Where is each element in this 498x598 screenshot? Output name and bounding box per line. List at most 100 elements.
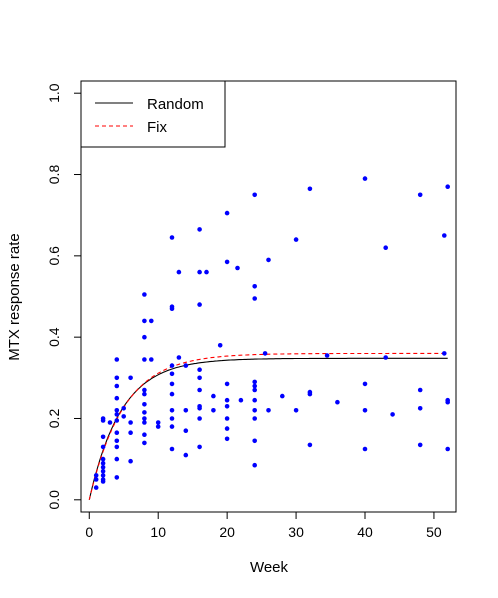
data-point-83 xyxy=(224,404,230,409)
data-point-106 xyxy=(293,237,299,242)
y-tick-label-3: 0.6 xyxy=(46,246,62,266)
data-point-100 xyxy=(252,192,257,198)
data-point-30 xyxy=(128,430,133,436)
data-point-21 xyxy=(114,412,120,417)
data-point-46 xyxy=(149,318,154,324)
data-point-18 xyxy=(114,438,120,444)
data-point-20 xyxy=(114,418,120,423)
data-point-33 xyxy=(142,440,147,446)
data-point-128 xyxy=(445,397,451,403)
legend-box xyxy=(80,80,226,148)
data-point-73 xyxy=(197,302,202,307)
data-point-25 xyxy=(114,375,120,381)
data-point-85 xyxy=(224,381,230,387)
y-axis: 0.0 0.2 0.4 0.6 0.8 1.0 xyxy=(46,83,82,510)
data-point-52 xyxy=(169,408,175,413)
data-point-62 xyxy=(183,452,189,458)
x-axis: 0 10 20 30 40 50 xyxy=(85,511,442,540)
data-point-31 xyxy=(128,420,133,425)
data-point-90 xyxy=(252,462,257,468)
data-point-87 xyxy=(224,210,230,216)
data-point-53 xyxy=(169,391,175,397)
data-point-115 xyxy=(362,381,368,387)
data-point-111 xyxy=(324,353,330,358)
y-tick-label-4: 0.8 xyxy=(46,165,62,185)
data-point-121 xyxy=(417,406,423,411)
data-point-60 xyxy=(176,355,182,360)
data-point-96 xyxy=(252,383,257,389)
data-point-17 xyxy=(114,444,120,450)
data-point-58 xyxy=(169,304,175,310)
data-point-39 xyxy=(142,391,147,397)
data-point-45 xyxy=(149,357,154,362)
data-point-24 xyxy=(114,383,120,389)
data-point-37 xyxy=(142,410,147,415)
x-tick-label-1: 10 xyxy=(150,524,166,540)
data-point-34 xyxy=(142,432,147,438)
data-point-91 xyxy=(252,438,257,444)
legend: Random Fix xyxy=(80,80,226,148)
fit-curves xyxy=(88,352,448,500)
y-tick-label-0: 0.0 xyxy=(46,490,62,510)
data-point-78 xyxy=(211,393,216,399)
data-points xyxy=(93,176,451,490)
data-point-8 xyxy=(100,460,106,466)
data-point-36 xyxy=(142,416,147,421)
data-point-118 xyxy=(383,245,389,250)
data-point-109 xyxy=(307,389,313,395)
data-point-114 xyxy=(362,408,368,413)
data-point-86 xyxy=(224,259,230,265)
data-point-56 xyxy=(169,363,175,368)
data-point-27 xyxy=(121,414,126,419)
data-point-55 xyxy=(169,371,175,377)
data-point-103 xyxy=(266,257,271,263)
data-point-89 xyxy=(238,397,244,403)
data-point-69 xyxy=(197,404,202,409)
data-point-1 xyxy=(93,477,99,482)
data-point-13 xyxy=(100,416,106,421)
data-point-77 xyxy=(211,408,216,413)
x-tick-label-4: 40 xyxy=(357,524,373,540)
data-point-19 xyxy=(114,430,120,436)
data-point-101 xyxy=(262,351,268,356)
data-point-32 xyxy=(128,375,133,381)
data-point-76 xyxy=(204,269,209,275)
legend-label-random: Random xyxy=(147,96,204,113)
data-point-22 xyxy=(114,408,120,413)
data-point-125 xyxy=(442,233,447,238)
data-point-48 xyxy=(155,420,161,425)
y-tick-label-1: 0.2 xyxy=(46,409,62,429)
data-point-75 xyxy=(197,227,202,232)
data-point-26 xyxy=(114,357,120,362)
data-point-122 xyxy=(417,387,423,393)
data-point-67 xyxy=(197,416,202,421)
data-point-71 xyxy=(197,375,202,381)
data-point-41 xyxy=(142,357,147,362)
data-point-104 xyxy=(280,393,285,399)
data-point-80 xyxy=(224,436,230,442)
x-tick-label-3: 30 xyxy=(288,524,304,540)
data-point-119 xyxy=(390,412,395,417)
curve-random xyxy=(88,357,448,500)
x-tick-label-5: 50 xyxy=(426,524,442,540)
data-point-4 xyxy=(100,477,106,482)
data-point-82 xyxy=(224,416,230,421)
data-point-35 xyxy=(142,420,147,425)
data-point-105 xyxy=(293,408,299,413)
data-point-11 xyxy=(100,434,106,440)
data-point-50 xyxy=(169,424,175,429)
data-point-84 xyxy=(224,397,230,403)
data-point-98 xyxy=(252,296,257,301)
data-point-97 xyxy=(252,379,257,385)
data-point-72 xyxy=(197,367,202,373)
data-point-28 xyxy=(121,406,126,411)
data-point-42 xyxy=(142,334,147,340)
data-point-110 xyxy=(307,186,313,192)
data-point-59 xyxy=(169,235,175,240)
data-point-112 xyxy=(335,399,340,405)
data-point-65 xyxy=(183,363,189,368)
data-point-93 xyxy=(252,408,257,413)
data-point-88 xyxy=(235,265,240,271)
data-point-0 xyxy=(93,485,99,490)
